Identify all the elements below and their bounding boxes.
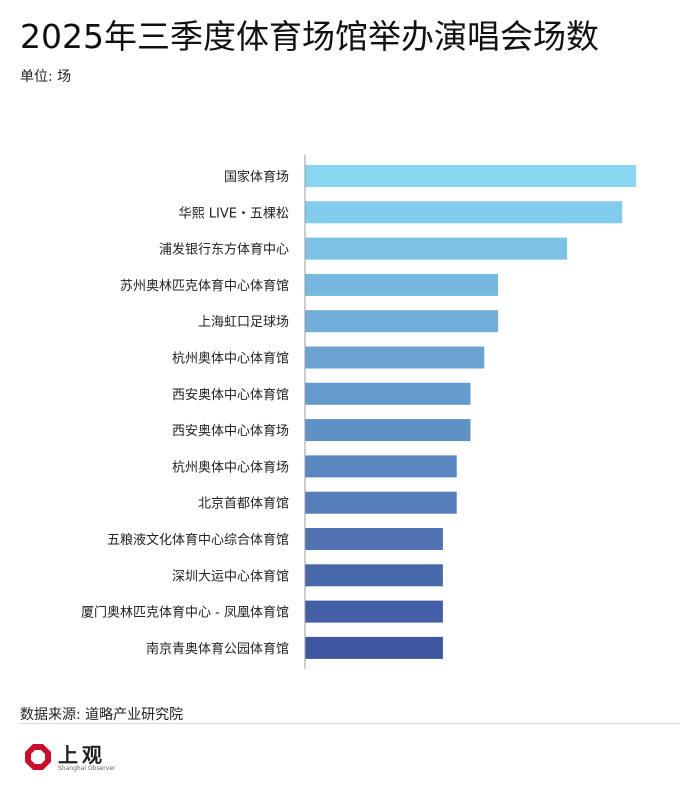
- category-label: 浦发银行东方体育中心: [159, 242, 289, 258]
- category-label: 国家体育场: [224, 169, 289, 185]
- unit-label: 单位: 场: [20, 69, 72, 85]
- category-label: 杭州奥体中心体育场: [172, 459, 289, 475]
- category-label: 五粮液文化体育中心综合体育馆: [107, 532, 289, 548]
- category-label: 华熙 LIVE・五棵松: [179, 206, 289, 221]
- bar: [305, 636, 443, 659]
- bar: [305, 165, 636, 187]
- bar: [305, 237, 568, 260]
- logo-subtitle: Shanghai Observer: [58, 765, 116, 772]
- bar: [305, 491, 457, 514]
- bar: [305, 419, 471, 442]
- chart-title: 2025年三季度体育场馆举办演唱会场数: [20, 17, 599, 56]
- bar: [305, 528, 443, 550]
- category-label: 南京青奥体育公园体育馆: [146, 641, 289, 657]
- bar: [305, 346, 485, 369]
- category-label: 西安奥体中心体育场: [172, 423, 289, 439]
- category-label: 深圳大运中心体育馆: [172, 568, 289, 584]
- category-label: 厦门奥林匹克体育中心 - 凤凰体育馆: [81, 605, 289, 621]
- footer-divider: [20, 723, 680, 724]
- bar: [305, 382, 471, 405]
- shanghai-observer-logo: 上观 Shanghai Observer: [24, 741, 144, 775]
- bar: [305, 564, 443, 587]
- logo-text: 上观: [58, 743, 106, 767]
- bar: [305, 310, 499, 333]
- category-label: 杭州奥体中心体育馆: [172, 351, 289, 367]
- bar: [305, 273, 499, 296]
- category-label: 西安奥体中心体育馆: [172, 387, 289, 403]
- source-note: 数据来源: 道略产业研究院: [20, 707, 184, 723]
- category-label: 苏州奥林匹克体育中心体育馆: [120, 278, 289, 294]
- bar: [305, 201, 623, 224]
- bar: [305, 600, 443, 623]
- category-label: 北京首都体育馆: [198, 496, 289, 512]
- category-label: 上海虹口足球场: [198, 315, 289, 330]
- bar: [305, 455, 457, 478]
- logo-mark-icon: [25, 744, 51, 770]
